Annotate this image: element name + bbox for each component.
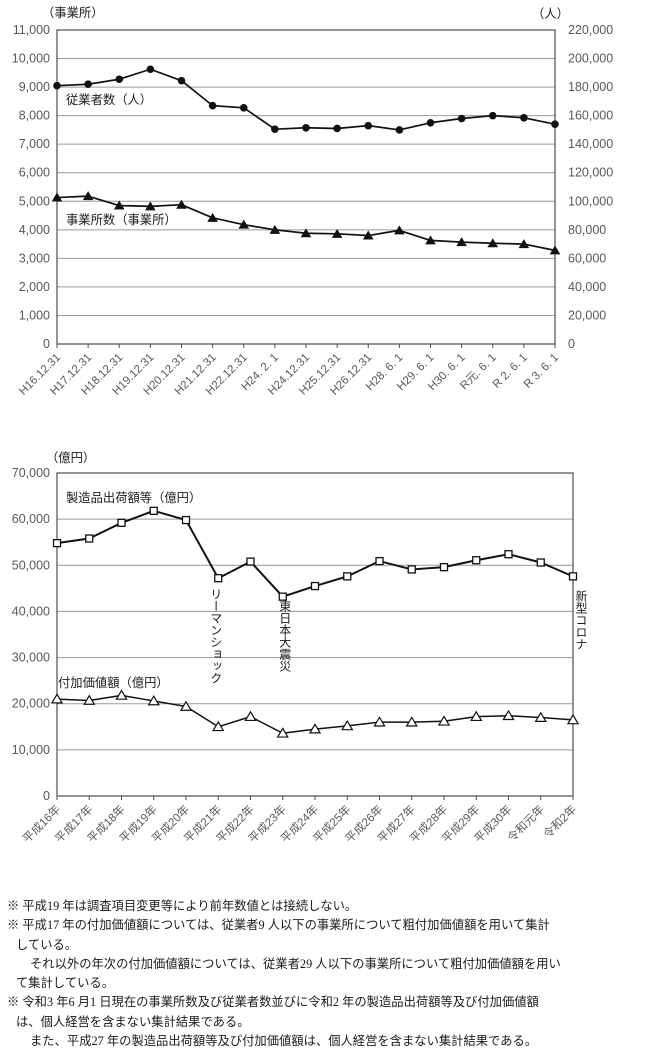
svg-text:100,000: 100,000 <box>568 194 613 208</box>
footnote-line: している。 <box>16 937 78 952</box>
svg-text:1,000: 1,000 <box>19 308 50 322</box>
svg-text:製造品出荷額等（億円）: 製造品出荷額等（億円） <box>66 490 201 505</box>
svg-text:70,000: 70,000 <box>12 466 50 480</box>
svg-text:40,000: 40,000 <box>12 604 50 618</box>
svg-text:80,000: 80,000 <box>568 223 606 237</box>
svg-text:20,000: 20,000 <box>568 308 606 322</box>
svg-text:3,000: 3,000 <box>19 251 50 265</box>
svg-text:60,000: 60,000 <box>568 251 606 265</box>
footnote-line: それ以外の年次の付加価値額については、従業者29 人以下の事業所について粗付加価… <box>30 956 561 971</box>
svg-text:140,000: 140,000 <box>568 137 613 151</box>
svg-text:220,000: 220,000 <box>568 23 613 37</box>
svg-text:2,000: 2,000 <box>19 280 50 294</box>
svg-text:6,000: 6,000 <box>19 166 50 180</box>
svg-text:従業者数（人）: 従業者数（人） <box>66 92 152 107</box>
annotation-1: 東日本大震災 <box>278 600 292 672</box>
svg-text:事業所数（事業所）: 事業所数（事業所） <box>66 212 177 227</box>
svg-text:60,000: 60,000 <box>12 512 50 526</box>
footnote-line: て集計している。 <box>16 976 115 991</box>
footnote-line: また、平成27 年の製造品出荷額等及び付加価値額は、個人経営を含まない集計結果で… <box>30 1034 538 1049</box>
svg-text:10,000: 10,000 <box>12 743 50 757</box>
footnote-line: は、個人経営を含まない集計結果である。 <box>16 1014 250 1029</box>
footnote-line: ※ 令和3 年6 月1 日現在の事業所数及び従業者数並びに令和2 年の製造品出荷… <box>7 995 539 1010</box>
annotation-0: リーマンショック <box>209 588 223 684</box>
svg-text:180,000: 180,000 <box>568 80 613 94</box>
svg-text:8,000: 8,000 <box>19 109 50 123</box>
svg-text:R 3. 6. 1: R 3. 6. 1 <box>522 352 561 391</box>
svg-text:30,000: 30,000 <box>12 651 50 665</box>
svg-text:0: 0 <box>43 337 50 351</box>
svg-text:160,000: 160,000 <box>568 109 613 123</box>
footnote-line: ※ 平成17 年の付加価値額については、従業者9 人以下の事業所について粗付加価… <box>7 918 550 933</box>
svg-text:令和2年: 令和2年 <box>540 802 579 841</box>
svg-text:4,000: 4,000 <box>19 223 50 237</box>
svg-text:0: 0 <box>568 337 575 351</box>
svg-text:（億円）: （億円） <box>46 451 95 465</box>
svg-text:付加価値額（億円）: 付加価値額（億円） <box>58 675 169 690</box>
svg-text:200,000: 200,000 <box>568 52 613 66</box>
svg-text:11,000: 11,000 <box>13 23 50 37</box>
svg-text:9,000: 9,000 <box>19 80 50 94</box>
svg-text:10,000: 10,000 <box>12 52 50 66</box>
svg-text:40,000: 40,000 <box>568 280 606 294</box>
footnotes: ※ 平成19 年は調査項目変更等により前年数値とは接続しない。 ※ 平成17 年の… <box>0 897 650 1051</box>
svg-text:7,000: 7,000 <box>19 137 50 151</box>
svg-text:20,000: 20,000 <box>12 697 50 711</box>
shipments-added-value-chart: 0 10,000 20,000 30,000 40,000 50,000 60,000 70,… <box>12 451 588 846</box>
svg-text:（人）: （人） <box>532 7 569 21</box>
footnote-line: ※ 平成19 年は調査項目変更等により前年数値とは接続しない。 <box>7 899 358 913</box>
svg-text:0: 0 <box>43 789 50 803</box>
svg-text:120,000: 120,000 <box>568 166 613 180</box>
svg-text:50,000: 50,000 <box>12 558 50 572</box>
annotation-2: 新型コロナ <box>574 589 588 650</box>
svg-text:（事業所）: （事業所） <box>42 5 104 20</box>
svg-text:5,000: 5,000 <box>19 194 50 208</box>
establishments-employees-chart: 0 1,000 2,000 3,000 4,000 5,000 6,000 7,000 8,00… <box>12 5 613 398</box>
